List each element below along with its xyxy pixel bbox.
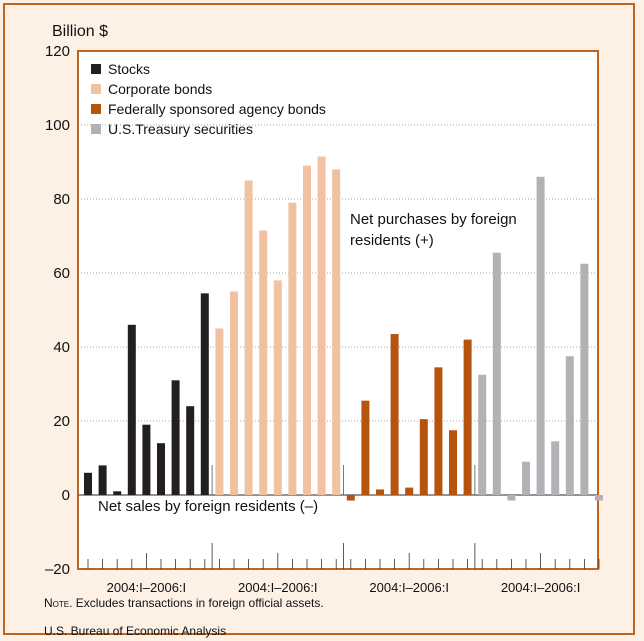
bar: [98, 465, 107, 495]
bar: [171, 380, 180, 495]
bar: [565, 356, 574, 495]
bar: [186, 406, 195, 495]
bar: [551, 441, 560, 495]
bar: [463, 339, 472, 495]
x-tick-marks: [87, 543, 600, 569]
bar: [434, 367, 443, 495]
bar: [113, 491, 122, 495]
bar: [390, 334, 399, 495]
legend-swatch: [91, 104, 101, 114]
bar: [142, 424, 151, 495]
y-tick-label: –20: [45, 561, 70, 578]
y-tick-label: 60: [53, 265, 70, 282]
bar: [288, 202, 297, 495]
y-axis-title: Billion $: [52, 23, 108, 40]
bar: [478, 374, 487, 495]
legend-label: U.S.Treasury securities: [108, 121, 253, 137]
bar: [405, 487, 414, 495]
chart-note: Note. Excludes transactions in foreign o…: [44, 596, 324, 610]
bar: [595, 495, 603, 501]
bar: [84, 472, 92, 495]
chart-source: U.S. Bureau of Economic Analysis: [44, 624, 227, 638]
x-group-label: 2004:I–2006:I: [238, 580, 318, 595]
bar: [200, 293, 209, 495]
bar: [317, 156, 326, 495]
y-tick-label: 100: [45, 117, 70, 134]
bar: [157, 443, 165, 495]
legend-label: Federally sponsored agency bonds: [108, 101, 326, 117]
bar: [361, 400, 370, 495]
legend: Stocks Corporate bonds Federally sponsored…: [91, 61, 326, 137]
y-tick-label: 40: [53, 339, 70, 356]
bar: [376, 489, 384, 495]
y-tick-labels: –20 0 20 40 60 80 100 120: [45, 43, 70, 578]
bar: [522, 461, 530, 495]
x-group-label: 2004:I–2006:I: [501, 580, 581, 595]
y-tick-label: 80: [53, 191, 70, 208]
annotation-line: residents (+): [350, 232, 434, 249]
bar: [419, 419, 428, 495]
x-group-label: 2004:I–2006:I: [107, 580, 187, 595]
x-group-label: 2004:I–2006:I: [369, 580, 449, 595]
bar: [507, 495, 516, 501]
legend-label: Stocks: [108, 61, 150, 77]
bar: [332, 169, 341, 495]
bar: [244, 180, 253, 495]
bar: [273, 280, 282, 495]
legend-swatch: [91, 84, 101, 94]
bar: [536, 176, 545, 496]
annotation-net-sales: Net sales by foreign residents (–): [98, 498, 318, 515]
x-group-labels: 2004:I–2006:I 2004:I–2006:I 2004:I–2006:I 2…: [107, 580, 581, 595]
bar: [127, 324, 136, 495]
bar: [449, 430, 457, 495]
bar: [580, 263, 589, 495]
y-tick-label: 20: [53, 413, 70, 430]
annotation-net-purchases: Net purchases by foreign residents (+): [350, 211, 517, 249]
y-tick-label: 120: [45, 43, 70, 60]
bar: [492, 252, 501, 495]
note-text: . Excludes transactions in foreign offic…: [69, 596, 324, 610]
legend-label: Corporate bonds: [108, 81, 212, 97]
legend-swatch: [91, 124, 101, 134]
bar: [230, 291, 238, 495]
y-tick-label: 0: [62, 487, 70, 504]
bars: [84, 156, 603, 501]
legend-swatch: [91, 64, 101, 74]
bar: [303, 165, 311, 495]
bar: [259, 230, 268, 495]
bar: [215, 328, 224, 495]
bar: [346, 495, 355, 501]
annotation-line: Net purchases by foreign: [350, 211, 517, 228]
note-label: Note: [44, 596, 70, 610]
